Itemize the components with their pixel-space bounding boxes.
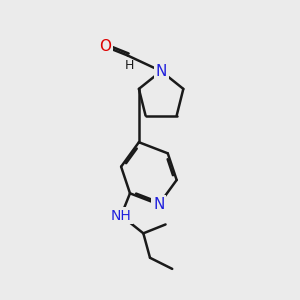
Text: N: N: [153, 197, 165, 212]
Text: H: H: [125, 59, 134, 72]
Text: N: N: [155, 64, 167, 79]
Text: NH: NH: [111, 208, 131, 223]
Text: O: O: [100, 39, 112, 54]
